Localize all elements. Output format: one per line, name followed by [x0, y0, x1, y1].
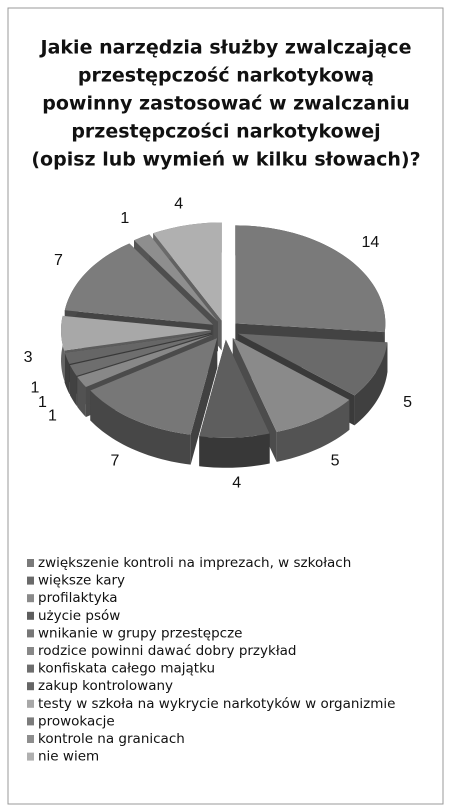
legend-swatch — [27, 594, 34, 603]
slice-top — [69, 333, 213, 376]
legend-swatch — [27, 576, 34, 585]
data-label: 4 — [232, 474, 241, 491]
data-label: 7 — [110, 453, 119, 470]
slice-top — [237, 333, 388, 396]
legend-swatch — [27, 664, 34, 673]
legend-label: profilaktyka — [38, 590, 118, 606]
slice — [90, 338, 218, 465]
legend-label: konfiskata całego majątku — [38, 661, 215, 677]
slice-edge — [276, 399, 350, 462]
data-label: 1 — [120, 210, 129, 227]
legend-label: prowokacje — [38, 713, 115, 729]
slice-top — [235, 225, 386, 333]
legend-label: rodzice powinni dawać dobry przykład — [38, 643, 297, 659]
legend-label: nie wiem — [38, 749, 99, 765]
legend-label: testy w szkoła na wykrycie narkotyków w … — [38, 696, 395, 712]
legend-swatch — [27, 717, 34, 726]
frame — [7, 7, 444, 805]
legend-swatch — [27, 647, 34, 655]
legend-swatch — [27, 699, 34, 708]
data-label: 5 — [331, 453, 340, 470]
data-label: 4 — [174, 195, 183, 212]
slice-edge — [354, 342, 388, 426]
data-label: 1 — [38, 394, 47, 411]
slice-top — [64, 332, 212, 364]
legend-label: kontrole na granicach — [38, 731, 185, 747]
data-label: 3 — [24, 349, 33, 366]
data-label: 14 — [361, 234, 379, 251]
legend-swatch — [27, 611, 34, 620]
slice-edge — [199, 433, 270, 468]
legend-swatch — [27, 752, 34, 761]
chart-title: przestępczości narkotykowej — [71, 121, 380, 143]
legend-swatch — [27, 559, 34, 567]
legend-label: większe kary — [38, 573, 125, 589]
data-label: 7 — [54, 252, 63, 269]
data-label: 1 — [48, 408, 57, 425]
data-label: 5 — [403, 394, 412, 411]
slice — [232, 338, 350, 462]
slice-top — [90, 338, 218, 435]
slice-top — [77, 334, 213, 388]
chart-title: przestępczość narkotykową — [78, 65, 374, 87]
slice-edge — [90, 390, 191, 465]
legend-label: zakup kontrolowany — [38, 678, 173, 694]
slice-top — [61, 315, 212, 351]
slice — [199, 339, 270, 468]
legend-swatch — [27, 735, 34, 743]
chart-title: (opisz lub wymień w kilku słowach)? — [31, 149, 420, 171]
data-label: 1 — [31, 379, 40, 396]
legend-swatch — [27, 629, 34, 638]
slice-top — [232, 338, 350, 432]
slice-edge — [77, 376, 86, 418]
legend-label: użycie psów — [38, 608, 120, 624]
legend-label: zwiększenie kontroli na imprezach, w szk… — [38, 555, 351, 571]
legend-swatch — [27, 682, 34, 691]
slice-top — [199, 339, 270, 438]
slice-top — [64, 243, 214, 325]
chart-title: powinny zastosować w zwalczaniu — [42, 93, 410, 115]
slice-edge — [64, 352, 70, 394]
chart-title: Jakie narzędzia służby zwalczające — [39, 37, 412, 59]
slice-top — [153, 222, 222, 321]
slice-top — [134, 234, 218, 322]
legend-label: wnikanie w grupy przestępcze — [38, 625, 243, 641]
slice-edge — [69, 365, 77, 406]
